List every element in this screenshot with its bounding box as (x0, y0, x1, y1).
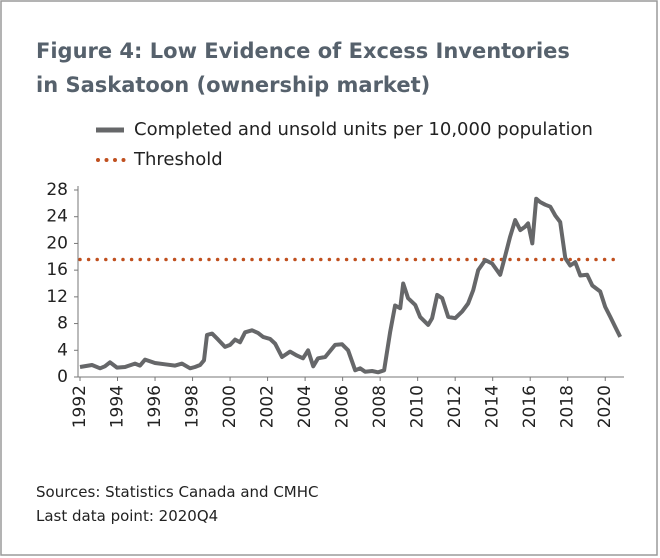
source-note: Last data point: 2020Q4 (36, 507, 218, 525)
x-tick-label: 1998 (183, 385, 203, 428)
y-tick-label: 8 (57, 314, 68, 334)
x-tick-label: 2008 (370, 385, 390, 428)
x-tick-label: 2014 (483, 385, 503, 428)
y-tick-label: 20 (46, 233, 68, 253)
y-tick-label: 12 (46, 287, 68, 307)
x-tick-label: 1996 (145, 385, 165, 428)
y-tick-label: 16 (46, 260, 68, 280)
y-tick-label: 24 (46, 207, 68, 227)
x-tick-label: 2004 (295, 385, 315, 428)
x-tick-label: 2010 (408, 385, 428, 428)
x-tick-label: 1992 (70, 385, 90, 428)
x-tick-label: 2006 (333, 385, 353, 428)
chart-title: in Saskatoon (ownership market) (36, 73, 430, 97)
source-note: Sources: Statistics Canada and CMHC (36, 483, 319, 501)
y-tick-label: 4 (57, 340, 68, 360)
x-tick-label: 2020 (595, 385, 615, 428)
legend-label: Completed and unsold units per 10,000 po… (134, 119, 593, 140)
x-tick-label: 2016 (520, 385, 540, 428)
data-line (79, 196, 622, 375)
x-tick-label: 2002 (258, 385, 278, 428)
x-tick-label: 1994 (108, 385, 128, 428)
legend-label: Threshold (133, 149, 223, 170)
y-tick-label: 0 (57, 367, 68, 387)
x-tick-label: 2018 (558, 385, 578, 428)
chart-title: Figure 4: Low Evidence of Excess Invento… (36, 39, 570, 63)
y-tick-label: 28 (46, 180, 68, 200)
x-tick-label: 2000 (220, 385, 240, 428)
x-tick-label: 2012 (445, 385, 465, 428)
